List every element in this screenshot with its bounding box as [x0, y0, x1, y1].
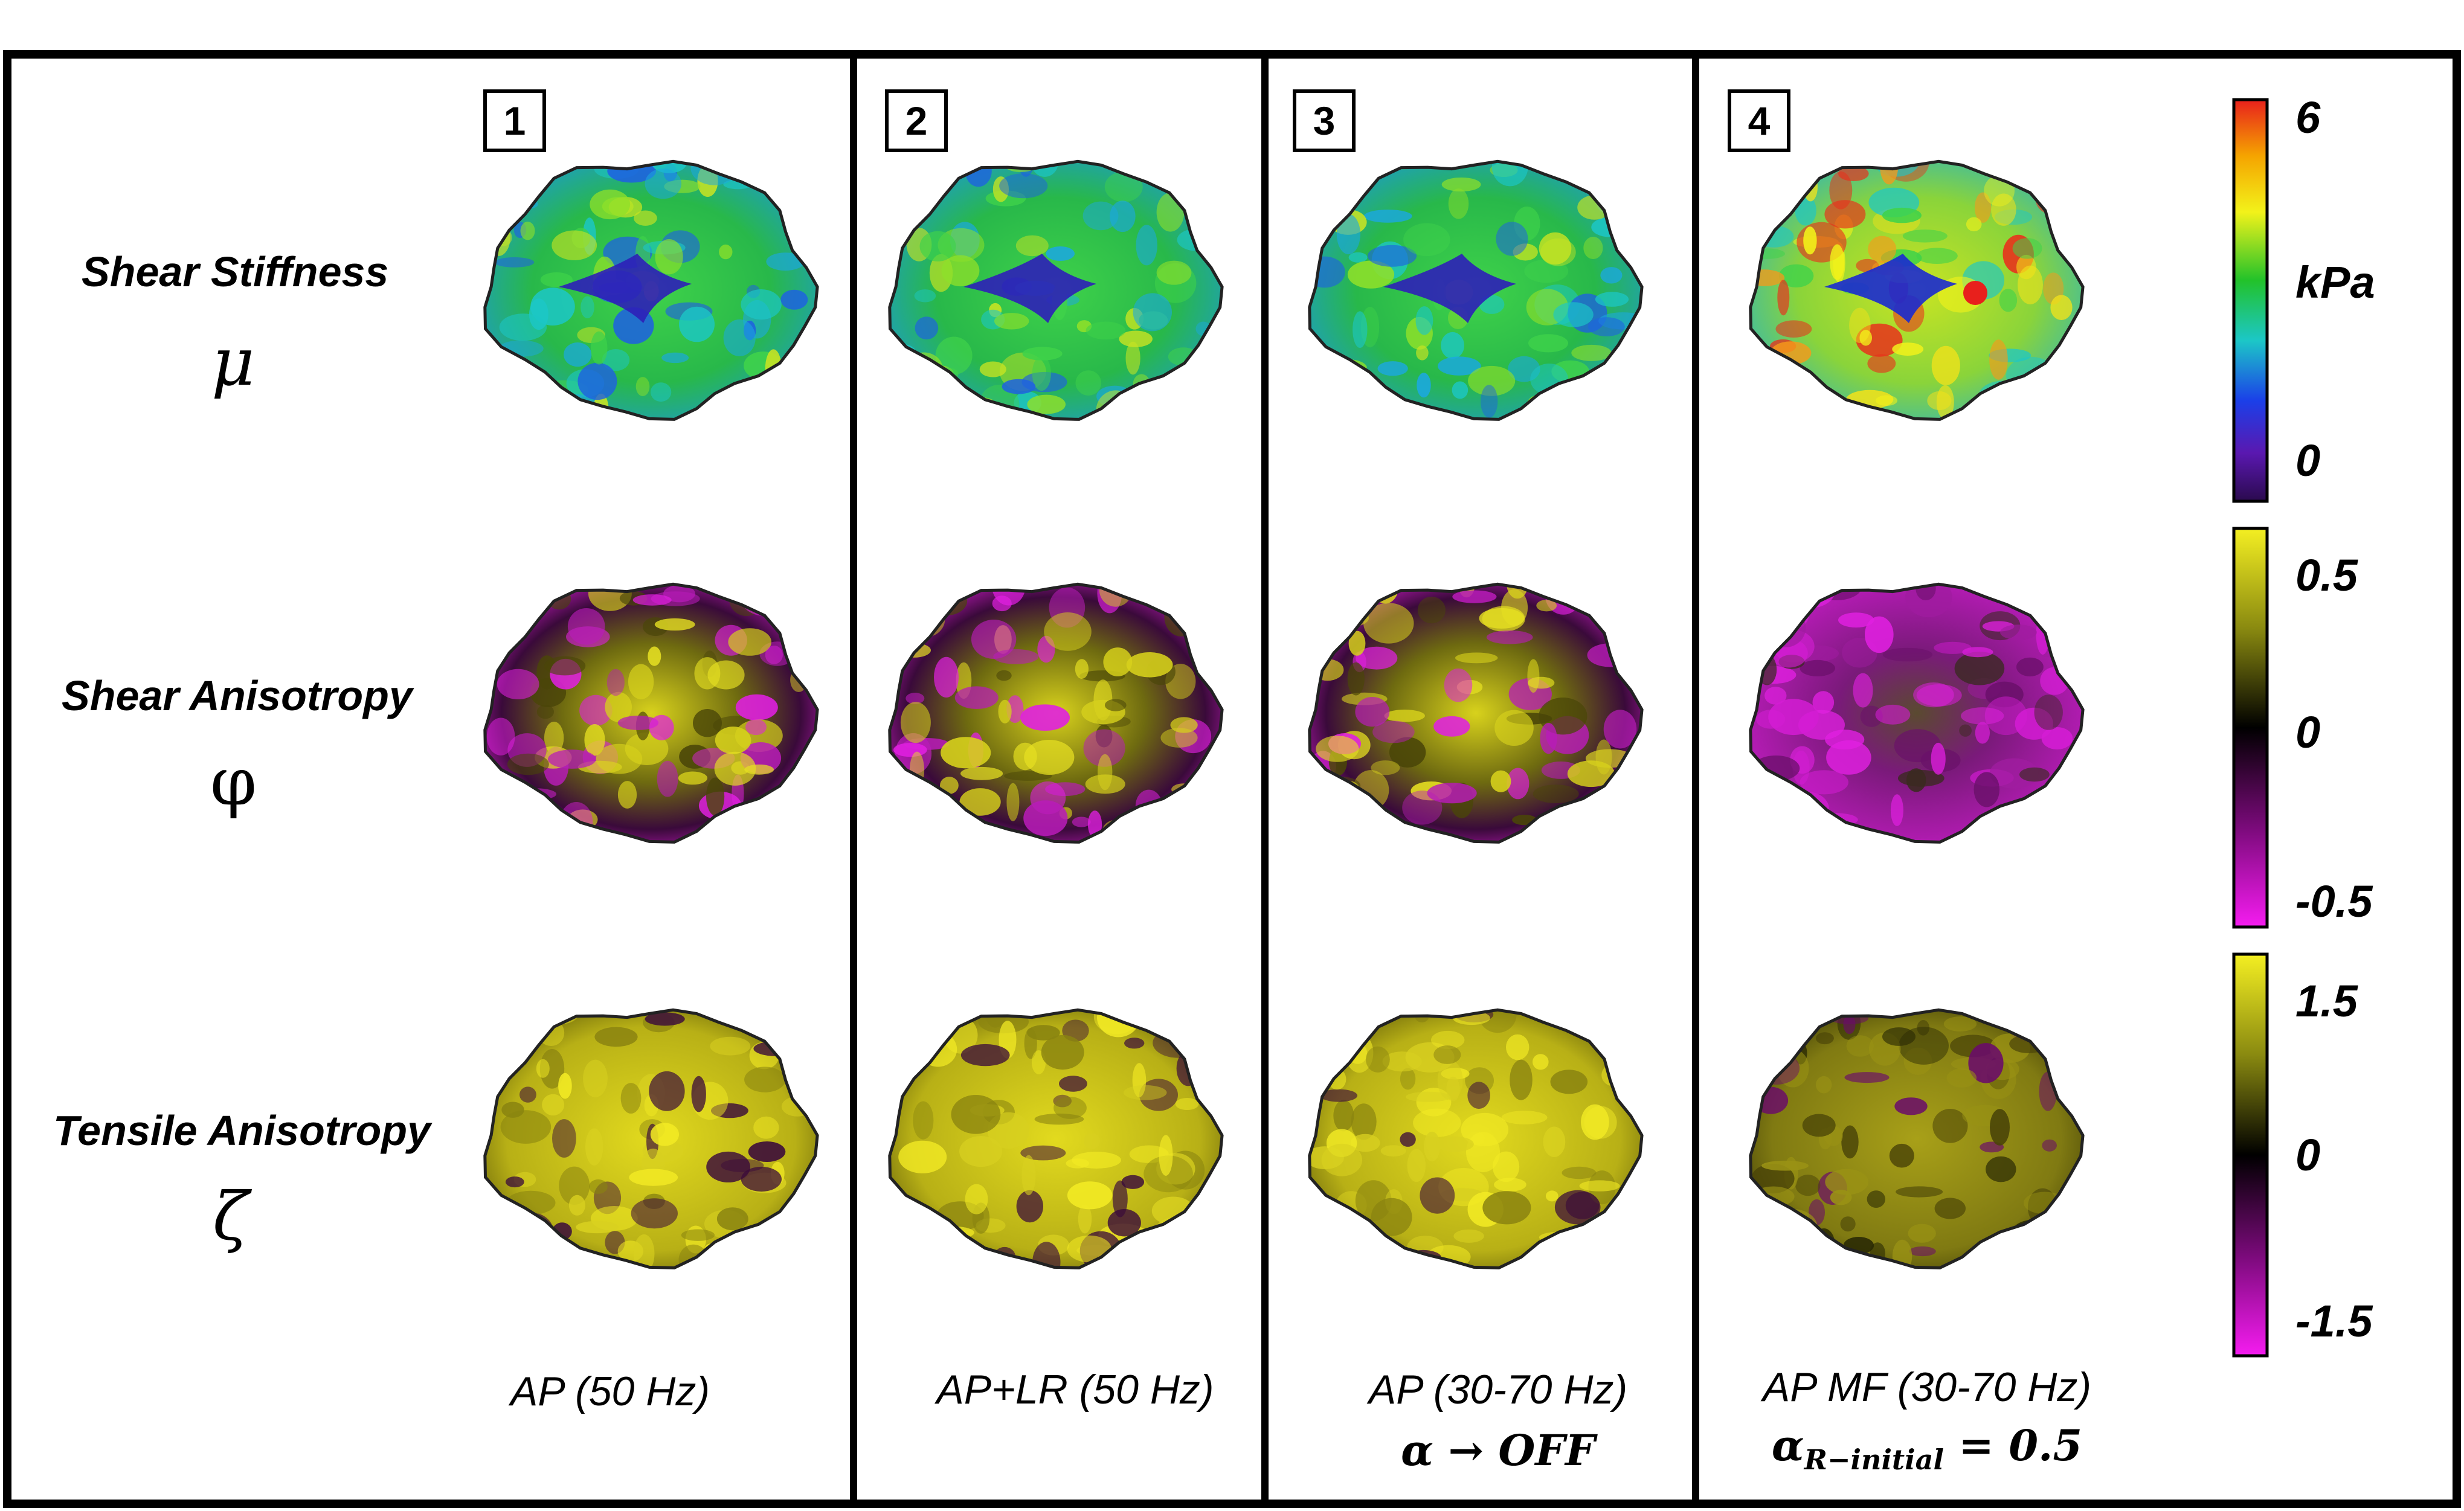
brain-map-shear-anisotropy-panel-3 — [1308, 582, 1644, 844]
row-symbol-zeta: ζ — [213, 1178, 249, 1255]
brain-map-stiffness-panel-2 — [888, 159, 1224, 421]
colorbar-3-bottom: -1.5 — [2295, 1296, 2373, 1346]
colorbar-stiffness — [2232, 98, 2269, 503]
outer-frame — [3, 50, 2461, 1508]
brain-map-tensile-anisotropy-panel-4 — [1749, 1008, 2085, 1269]
row-label-shear-stiffness: Shear Stiffness — [82, 248, 389, 295]
brain-map-tensile-anisotropy-panel-2 — [888, 1008, 1224, 1269]
math-panel-3: α → OFF — [1401, 1425, 1595, 1475]
math-panel-4: αR−initial = 0.5 — [1740, 1420, 2114, 1476]
row-symbol-mu: μ — [211, 323, 255, 400]
panel-number-3: 3 — [1293, 89, 1356, 152]
panel-number-4: 4 — [1728, 89, 1790, 152]
colorbar-2-top: 0.5 — [2295, 550, 2358, 600]
brain-map-tensile-anisotropy-panel-1 — [483, 1008, 819, 1269]
caption-panel-1: AP (50 Hz) — [510, 1368, 710, 1414]
panel-number-1: 1 — [483, 89, 546, 152]
brain-map-shear-anisotropy-panel-4 — [1749, 582, 2085, 844]
colorbar-3-middle: 0 — [2295, 1130, 2321, 1180]
row-label-shear-anisotropy: Shear Anisotropy — [62, 672, 413, 719]
colorbar-2-middle: 0 — [2295, 707, 2321, 757]
row-symbol-phi: φ — [210, 743, 257, 820]
caption-panel-3: AP (30-70 Hz) — [1368, 1367, 1628, 1413]
math-panel-4-sub: R−initial — [1804, 1443, 1944, 1476]
brain-map-shear-anisotropy-panel-1 — [483, 582, 819, 844]
colorbar-1-bottom: 0 — [2295, 435, 2321, 486]
math-panel-4-tail: = 0.5 — [1943, 1420, 2083, 1471]
row-label-tensile-anisotropy: Tensile Anisotropy — [53, 1107, 431, 1154]
caption-panel-4: AP MF (30-70 Hz) — [1762, 1364, 2092, 1410]
math-panel-4-main: α — [1771, 1420, 1804, 1471]
brain-map-stiffness-panel-4 — [1749, 159, 2085, 421]
brain-map-stiffness-panel-1 — [483, 159, 819, 421]
panel-number-2: 2 — [885, 89, 948, 152]
colorbar-1-unit: kPa — [2295, 257, 2375, 307]
colorbar-2-bottom: -0.5 — [2295, 876, 2373, 926]
brain-map-shear-anisotropy-panel-2 — [888, 582, 1224, 844]
caption-panel-2: AP+LR (50 Hz) — [936, 1367, 1214, 1413]
brain-map-stiffness-panel-3 — [1308, 159, 1644, 421]
colorbar-3-top: 1.5 — [2295, 976, 2358, 1026]
brain-map-tensile-anisotropy-panel-3 — [1308, 1008, 1644, 1269]
colorbar-shear-anisotropy — [2232, 527, 2269, 929]
colorbar-1-top: 6 — [2295, 92, 2321, 143]
colorbar-tensile-anisotropy — [2232, 952, 2269, 1358]
